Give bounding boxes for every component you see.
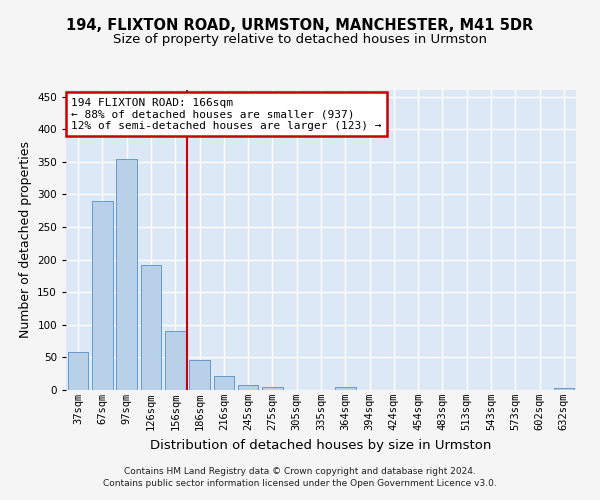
- Text: 194, FLIXTON ROAD, URMSTON, MANCHESTER, M41 5DR: 194, FLIXTON ROAD, URMSTON, MANCHESTER, …: [67, 18, 533, 32]
- Bar: [262, 388, 283, 390]
- Text: Size of property relative to detached houses in Urmston: Size of property relative to detached ho…: [113, 32, 487, 46]
- Bar: [68, 352, 88, 390]
- Bar: [554, 388, 574, 390]
- Bar: [238, 385, 259, 390]
- Bar: [189, 360, 210, 390]
- Text: 194 FLIXTON ROAD: 166sqm
← 88% of detached houses are smaller (937)
12% of semi-: 194 FLIXTON ROAD: 166sqm ← 88% of detach…: [71, 98, 382, 130]
- Bar: [140, 266, 161, 390]
- Y-axis label: Number of detached properties: Number of detached properties: [19, 142, 32, 338]
- Bar: [92, 201, 113, 390]
- Bar: [165, 330, 185, 390]
- X-axis label: Distribution of detached houses by size in Urmston: Distribution of detached houses by size …: [151, 438, 491, 452]
- Bar: [116, 159, 137, 390]
- Bar: [214, 376, 234, 390]
- Text: Contains HM Land Registry data © Crown copyright and database right 2024.
Contai: Contains HM Land Registry data © Crown c…: [103, 466, 497, 487]
- Bar: [335, 388, 356, 390]
